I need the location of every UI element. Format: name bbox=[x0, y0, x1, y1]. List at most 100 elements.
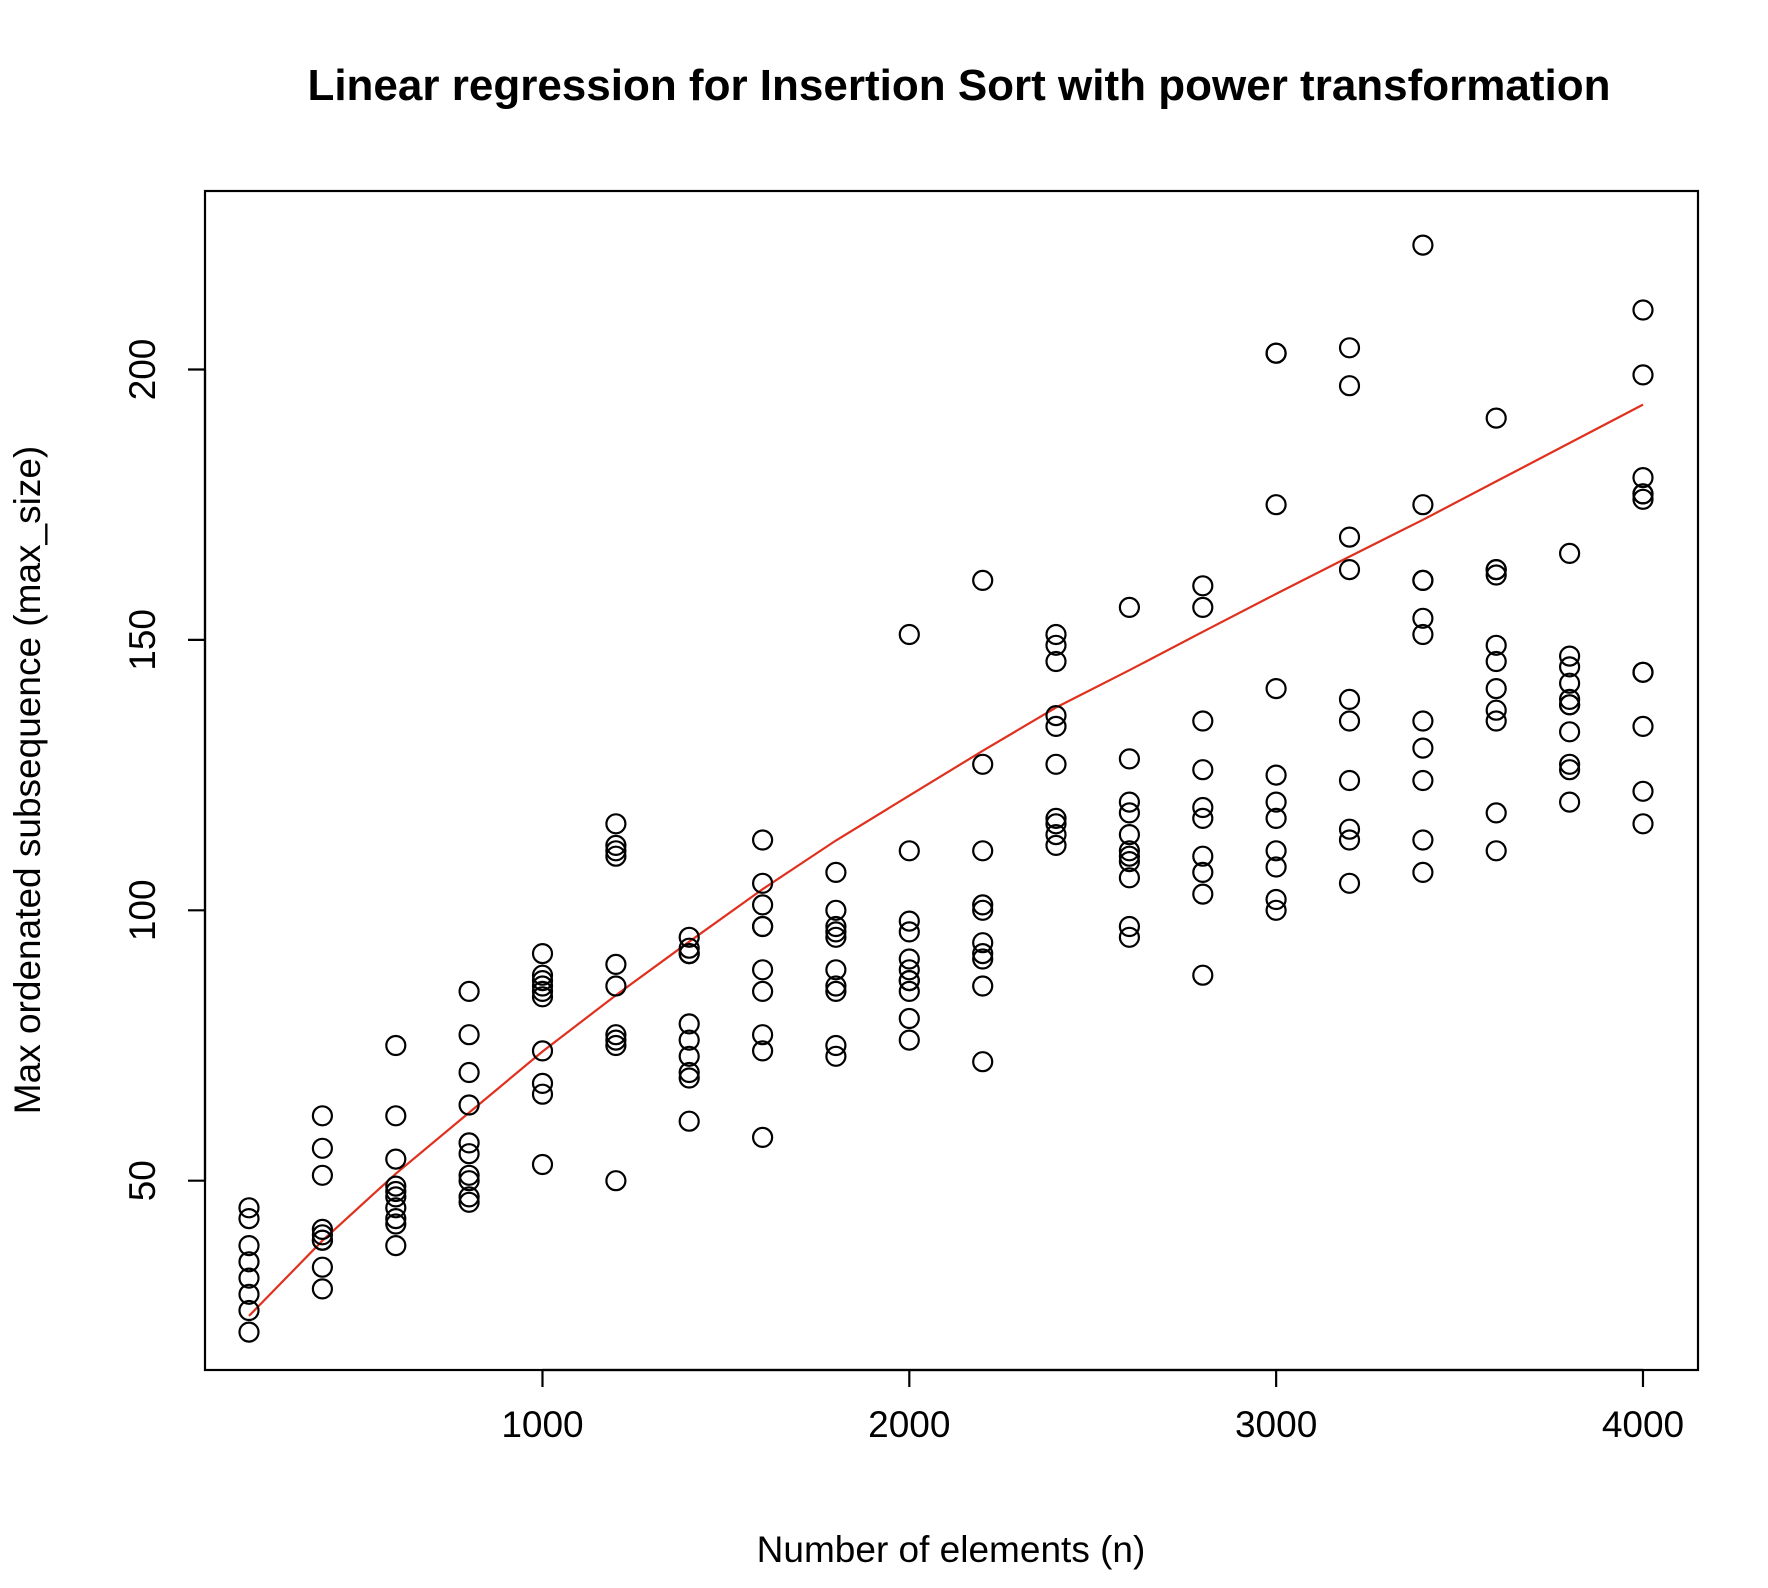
data-point bbox=[1118, 840, 1141, 862]
data-point bbox=[1485, 558, 1507, 581]
data-point bbox=[1338, 872, 1361, 894]
data-point bbox=[1118, 926, 1141, 948]
data-point bbox=[1412, 829, 1434, 851]
data-point bbox=[1485, 634, 1507, 656]
data-point bbox=[1192, 596, 1214, 619]
y-tick-label: 200 bbox=[122, 339, 163, 401]
regression-line bbox=[248, 403, 1644, 1317]
data-point bbox=[1485, 802, 1507, 824]
data-point bbox=[458, 1191, 480, 1213]
data-point bbox=[605, 1024, 627, 1046]
data-point bbox=[458, 1024, 480, 1046]
data-point bbox=[825, 1034, 847, 1057]
data-point bbox=[238, 1321, 260, 1343]
data-point bbox=[238, 1299, 260, 1322]
data-point bbox=[1412, 737, 1434, 759]
data-point bbox=[385, 1234, 407, 1257]
data-point bbox=[898, 910, 920, 932]
data-point bbox=[458, 1170, 480, 1192]
data-point bbox=[1485, 650, 1507, 673]
data-point bbox=[1632, 780, 1654, 802]
data-point bbox=[972, 948, 994, 970]
data-point bbox=[751, 1040, 774, 1062]
x-tick-label: 4000 bbox=[1602, 1404, 1684, 1445]
data-point bbox=[605, 1029, 627, 1051]
data-point bbox=[1265, 888, 1287, 911]
data-point bbox=[1558, 656, 1581, 678]
data-point bbox=[751, 915, 774, 938]
data-point bbox=[678, 926, 700, 948]
data-point bbox=[531, 986, 554, 1008]
data-point bbox=[311, 1224, 333, 1246]
data-point bbox=[825, 899, 847, 921]
data-point bbox=[238, 1234, 260, 1257]
y-tick-label: 100 bbox=[122, 879, 163, 941]
data-point bbox=[531, 1083, 554, 1105]
data-point bbox=[531, 1153, 554, 1176]
plot-frame bbox=[203, 189, 1700, 1372]
data-point bbox=[751, 959, 774, 981]
data-point bbox=[1045, 834, 1067, 857]
data-point bbox=[311, 1218, 333, 1241]
data-point bbox=[825, 975, 847, 997]
data-point bbox=[1632, 715, 1654, 738]
data-point bbox=[678, 1061, 700, 1084]
data-point bbox=[972, 932, 994, 954]
data-point bbox=[458, 980, 480, 1003]
data-point bbox=[1558, 688, 1581, 711]
data-point bbox=[1412, 494, 1434, 516]
data-point bbox=[385, 1105, 407, 1127]
data-point bbox=[1118, 802, 1141, 824]
data-point bbox=[1338, 558, 1361, 581]
data-point bbox=[1412, 623, 1434, 646]
data-point bbox=[972, 753, 994, 775]
data-point bbox=[385, 1180, 407, 1203]
data-point bbox=[1558, 672, 1581, 694]
data-point bbox=[898, 969, 920, 992]
data-point bbox=[1412, 607, 1434, 629]
data-point bbox=[1192, 710, 1214, 732]
data-point bbox=[751, 980, 774, 1003]
y-tick-label: 150 bbox=[122, 609, 163, 671]
data-point bbox=[605, 1170, 627, 1192]
data-point bbox=[238, 1283, 260, 1305]
data-point bbox=[385, 1148, 407, 1170]
data-point bbox=[1632, 299, 1654, 321]
data-point bbox=[1118, 596, 1141, 619]
data-point bbox=[1192, 796, 1214, 819]
data-point bbox=[1412, 861, 1434, 884]
data-point bbox=[1045, 650, 1067, 673]
data-point bbox=[825, 959, 847, 981]
data-point bbox=[1338, 829, 1361, 851]
data-point bbox=[678, 1045, 700, 1067]
data-point bbox=[605, 840, 627, 862]
data-point bbox=[1265, 856, 1287, 878]
data-point bbox=[385, 1034, 407, 1057]
data-point bbox=[751, 829, 774, 851]
data-point bbox=[311, 1137, 333, 1159]
data-point bbox=[1045, 704, 1067, 727]
data-point bbox=[1412, 234, 1434, 256]
data-point bbox=[1558, 759, 1581, 781]
data-point bbox=[605, 1034, 627, 1057]
data-point bbox=[238, 1267, 260, 1289]
data-point bbox=[751, 1126, 774, 1149]
data-point bbox=[972, 975, 994, 997]
data-point bbox=[605, 813, 627, 835]
data-point bbox=[238, 1207, 260, 1230]
data-point bbox=[1338, 688, 1361, 711]
data-points bbox=[238, 234, 1654, 1343]
data-point bbox=[1192, 759, 1214, 781]
data-point bbox=[238, 1251, 260, 1273]
data-point bbox=[898, 921, 920, 943]
data-point bbox=[1632, 813, 1654, 835]
data-point bbox=[1485, 407, 1507, 429]
data-point bbox=[751, 894, 774, 916]
data-point bbox=[1485, 699, 1507, 721]
data-point bbox=[531, 1040, 554, 1062]
data-point bbox=[1192, 575, 1214, 597]
data-point bbox=[458, 1164, 480, 1186]
data-point bbox=[898, 948, 920, 970]
data-point bbox=[1192, 883, 1214, 905]
